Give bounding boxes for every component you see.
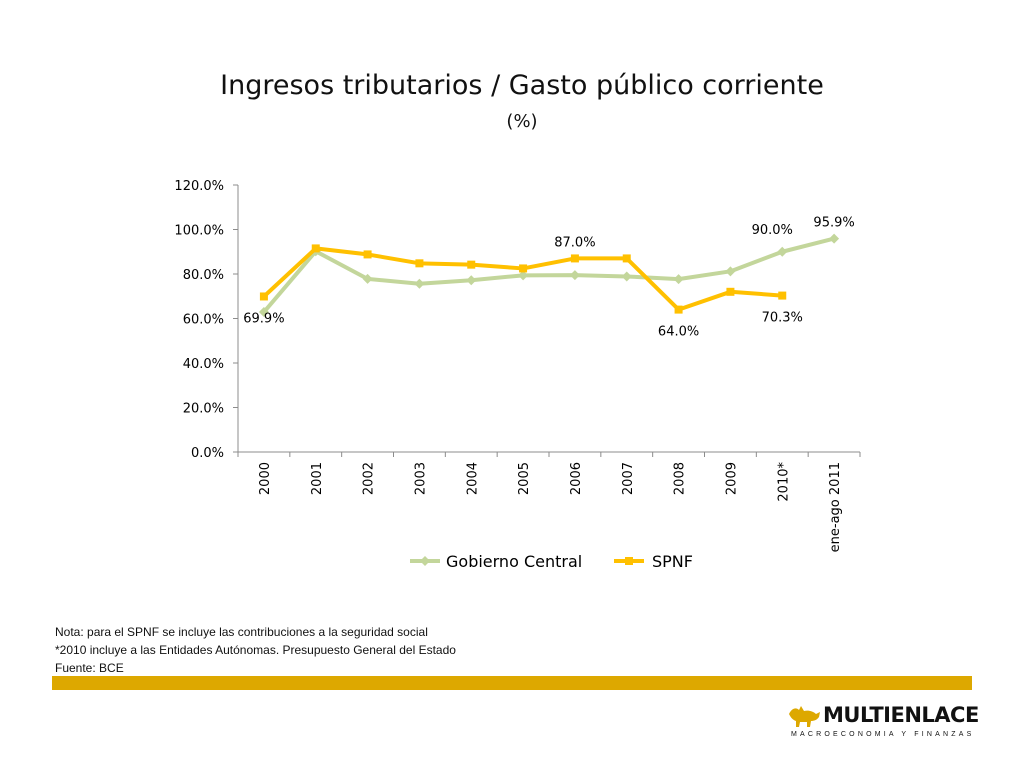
y-tick-label: 0.0%	[191, 446, 224, 461]
x-tick-label: 2007	[621, 462, 636, 495]
data-point	[674, 305, 683, 314]
data-point	[778, 291, 787, 300]
data-point	[518, 270, 529, 281]
notes: Nota: para el SPNF se incluye las contri…	[55, 623, 456, 677]
x-tick-label: 2000	[258, 462, 273, 495]
y-tick-label: 40.0%	[183, 357, 224, 372]
data-point	[570, 254, 579, 263]
y-tick-label: 80.0%	[183, 268, 224, 283]
data-point	[622, 254, 631, 263]
bull-icon	[789, 706, 820, 727]
data-label: 69.9%	[243, 311, 284, 326]
data-point	[726, 287, 735, 296]
x-tick-label: 2006	[569, 462, 584, 495]
y-tick-label: 20.0%	[183, 402, 224, 417]
data-point	[673, 274, 684, 285]
source-line: Fuente: BCE	[55, 661, 124, 675]
data-label: 95.9%	[813, 216, 854, 231]
data-point	[258, 307, 269, 318]
legend-label: Gobierno Central	[446, 552, 582, 571]
x-tick-label: 2010*	[776, 462, 791, 502]
x-tick-label: 2009	[724, 462, 739, 495]
data-point	[569, 270, 580, 281]
legend-label: SPNF	[652, 552, 693, 571]
data-label: 90.0%	[752, 223, 793, 238]
x-tick-label: 2001	[310, 462, 325, 495]
data-point	[311, 244, 320, 253]
line-chart: 0.0% 20.0% 40.0% 60.0% 80.0% 100.0% 120.0% 2000…	[174, 179, 861, 571]
y-tick-label: 60.0%	[183, 313, 224, 328]
data-point	[362, 273, 373, 284]
series-line-gobierno-central	[262, 236, 835, 314]
company-logo: MULTIENLACE MACROECONOMIA Y FINANZAS	[786, 702, 979, 742]
data-point	[415, 259, 424, 268]
logo-name: MULTIENLACE	[823, 703, 979, 727]
data-point	[777, 246, 788, 257]
data-label: 64.0%	[658, 325, 699, 340]
data-point	[467, 260, 476, 269]
data-point	[725, 266, 736, 277]
x-tick-label: 2003	[413, 462, 428, 495]
x-tick-label: 2004	[465, 462, 480, 495]
data-point	[519, 264, 528, 273]
y-tick-label: 100.0%	[174, 224, 224, 239]
legend-marker	[625, 557, 633, 565]
data-point	[829, 233, 840, 244]
data-point	[259, 292, 268, 301]
legend-marker	[420, 556, 430, 566]
x-tick-label: 2005	[517, 462, 532, 495]
data-point	[414, 278, 425, 289]
accent-bar	[52, 676, 972, 690]
note-line: Nota: para el SPNF se incluye las contri…	[55, 625, 428, 639]
data-label: 87.0%	[554, 235, 595, 250]
y-tick-label: 120.0%	[174, 179, 224, 194]
data-point	[363, 250, 372, 259]
x-tick-label: 2002	[362, 462, 377, 495]
x-tick-label: 2008	[673, 462, 688, 495]
chart-subtitle: (%)	[506, 111, 538, 132]
note-line: *2010 incluye a las Entidades Autónomas.…	[55, 643, 456, 657]
x-tick-label: ene-ago 2011	[828, 462, 843, 552]
data-point	[466, 275, 477, 286]
data-label: 70.3%	[762, 311, 803, 326]
data-point	[621, 271, 632, 282]
chart-title: Ingresos tributarios / Gasto público cor…	[220, 70, 824, 101]
logo-tagline: MACROECONOMIA Y FINANZAS	[791, 731, 975, 738]
